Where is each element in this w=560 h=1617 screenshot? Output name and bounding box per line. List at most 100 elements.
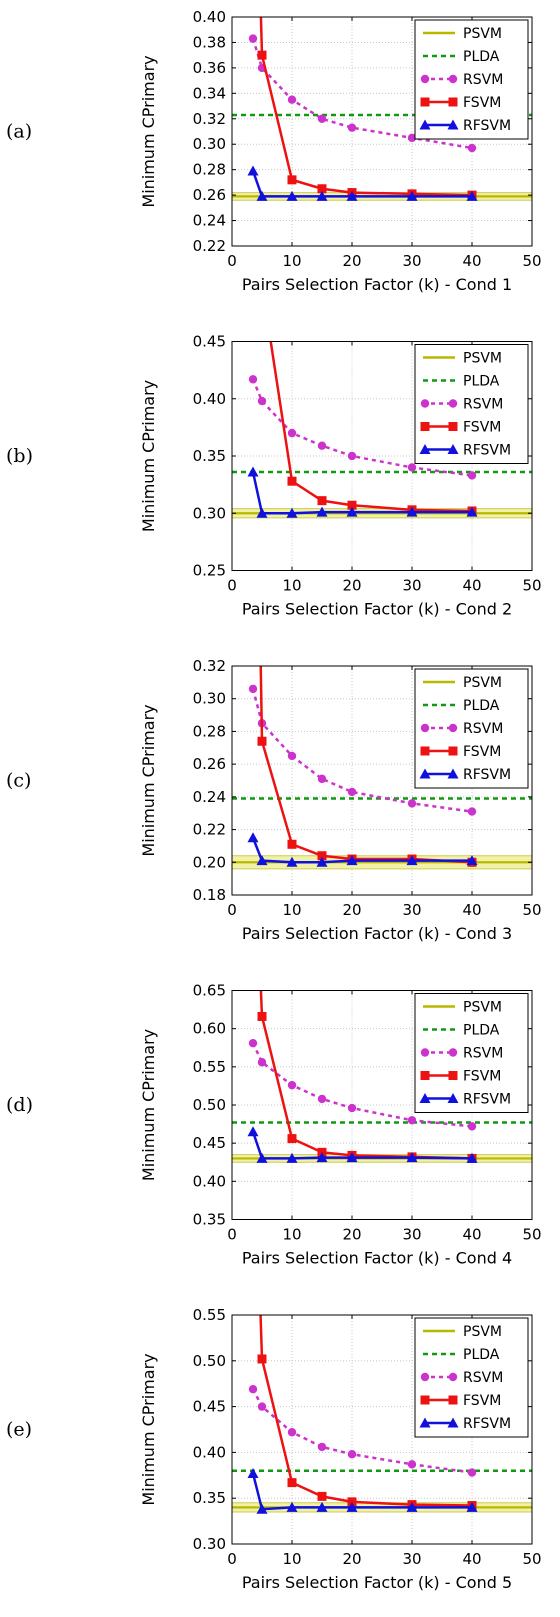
y-tick-label: 0.26 xyxy=(193,186,226,204)
data-point-rfsvm xyxy=(406,855,418,866)
data-point-rfsvm xyxy=(256,1152,268,1163)
legend-marker xyxy=(448,723,458,733)
data-point-rfsvm xyxy=(247,1467,259,1478)
legend-item: PSVM xyxy=(423,1000,502,1016)
x-tick-label: 40 xyxy=(462,252,481,270)
x-tick-label: 0 xyxy=(227,252,237,270)
data-point-rsvm xyxy=(287,1428,297,1437)
legend-label: PSVM xyxy=(463,675,502,691)
data-point-rfsvm xyxy=(466,190,478,201)
series-rfsvm xyxy=(247,1467,478,1514)
chart-panel-1: 0 10 20 30 40 50 0.22 0.24 0.26 0.28 0.30 0.32 0.34 0… xyxy=(6,8,542,294)
data-point-fsvm xyxy=(317,1491,327,1501)
x-tick-label: 10 xyxy=(282,1550,301,1568)
data-point-rsvm xyxy=(407,133,417,143)
y-tick-label: 0.40 xyxy=(193,8,226,26)
data-point-rsvm xyxy=(347,1103,357,1113)
data-point-rfsvm xyxy=(466,506,478,517)
y-axis-title: Minimum CPrimary xyxy=(139,55,158,207)
x-tick-label: 10 xyxy=(282,577,301,595)
legend-marker xyxy=(448,97,458,107)
chart-panel-5: 0 10 20 30 40 50 0.30 0.35 0.40 0.45 0.50 0.55 Pairs… xyxy=(6,1306,542,1592)
legend-item: PLDA xyxy=(423,374,500,390)
x-axis-title: Pairs Selection Factor (k) - Cond 5 xyxy=(242,1573,512,1592)
data-point-rsvm xyxy=(248,375,258,384)
panel-label: (a) xyxy=(6,121,32,143)
data-point-rsvm xyxy=(287,1080,297,1090)
y-tick-label: 0.38 xyxy=(193,33,226,51)
x-tick-label: 30 xyxy=(402,1550,421,1568)
panel-label: (d) xyxy=(6,1094,33,1116)
legend-label: FSVM xyxy=(463,95,501,111)
data-point-fsvm xyxy=(287,175,297,185)
x-tick-label: 40 xyxy=(462,1550,481,1568)
series-rsvm xyxy=(248,34,477,153)
y-tick-label: 0.32 xyxy=(193,657,226,675)
legend-label: RSVM xyxy=(463,721,503,737)
legend-label: RFSVM xyxy=(463,767,511,783)
chart-panel-4: 0 10 20 30 40 50 0.35 0.40 0.45 0.50 0.55 0.60 0.65 P… xyxy=(6,982,542,1268)
legend-label: RSVM xyxy=(463,397,503,413)
legend-marker xyxy=(448,1372,458,1382)
x-tick-label: 10 xyxy=(282,252,301,270)
panel-label: (c) xyxy=(6,770,31,792)
legend: PSVM PLDA RSVM FSVM RFSVM xyxy=(414,668,529,789)
data-point-rfsvm xyxy=(316,1152,328,1163)
legend-label: RSVM xyxy=(463,1370,503,1386)
data-point-rfsvm xyxy=(247,165,259,176)
y-tick-label: 0.34 xyxy=(193,84,226,102)
data-point-rsvm xyxy=(287,428,297,438)
x-tick-label: 10 xyxy=(282,1226,301,1244)
x-tick-label: 40 xyxy=(462,577,481,595)
y-tick-label: 0.28 xyxy=(193,161,226,179)
legend-marker xyxy=(420,97,430,107)
legend-item: PSVM xyxy=(423,675,502,691)
legend-label: PSVM xyxy=(463,1324,502,1340)
plot-area xyxy=(232,17,532,201)
data-point-rfsvm xyxy=(316,856,328,867)
data-point-rsvm xyxy=(407,1460,417,1469)
x-tick-label: 0 xyxy=(227,901,237,919)
y-tick-label: 0.40 xyxy=(193,390,226,408)
data-point-rsvm xyxy=(467,807,477,816)
legend-label: PSVM xyxy=(463,26,502,42)
data-point-fsvm xyxy=(317,184,327,194)
legend-marker xyxy=(447,119,459,130)
data-point-rsvm xyxy=(317,1094,327,1104)
panel-label: (b) xyxy=(6,445,33,467)
legend-marker xyxy=(419,444,431,454)
y-tick-label: 0.45 xyxy=(193,1398,226,1416)
x-tick-label: 20 xyxy=(342,1550,361,1568)
y-tick-label: 0.55 xyxy=(193,1058,226,1076)
legend-label: FSVM xyxy=(463,1069,501,1085)
x-tick-label: 20 xyxy=(342,577,361,595)
legend-marker xyxy=(420,1071,430,1080)
legend-marker xyxy=(420,723,430,733)
data-point-rsvm xyxy=(317,774,327,784)
data-point-rsvm xyxy=(248,1384,258,1394)
legend-marker xyxy=(448,1048,458,1057)
data-point-rsvm xyxy=(248,34,258,43)
data-point-rsvm xyxy=(347,123,357,132)
legend-item: RFSVM xyxy=(419,443,511,459)
data-point-rsvm xyxy=(407,1116,417,1125)
y-axis-title: Minimum CPrimary xyxy=(139,1029,158,1181)
data-point-rsvm xyxy=(407,463,417,472)
legend-label: RFSVM xyxy=(463,1092,511,1108)
x-tick-label: 50 xyxy=(522,901,541,919)
legend-item: RFSVM xyxy=(419,118,511,134)
data-point-rfsvm xyxy=(466,855,478,866)
legend-marker xyxy=(420,399,430,408)
data-point-rfsvm xyxy=(247,1126,259,1137)
data-point-rfsvm xyxy=(256,1503,268,1514)
legend-label: RFSVM xyxy=(463,443,511,459)
data-point-rsvm xyxy=(287,751,297,761)
legend-item: RSVM xyxy=(420,72,503,88)
data-point-rfsvm xyxy=(406,506,418,517)
x-tick-label: 50 xyxy=(522,252,541,270)
x-tick-label: 10 xyxy=(282,901,301,919)
series-fsvm xyxy=(257,1315,477,1511)
legend: PSVM PLDA RSVM FSVM RFSVM xyxy=(414,1317,529,1438)
legend: PSVM PLDA RSVM FSVM RFSVM xyxy=(414,993,529,1113)
